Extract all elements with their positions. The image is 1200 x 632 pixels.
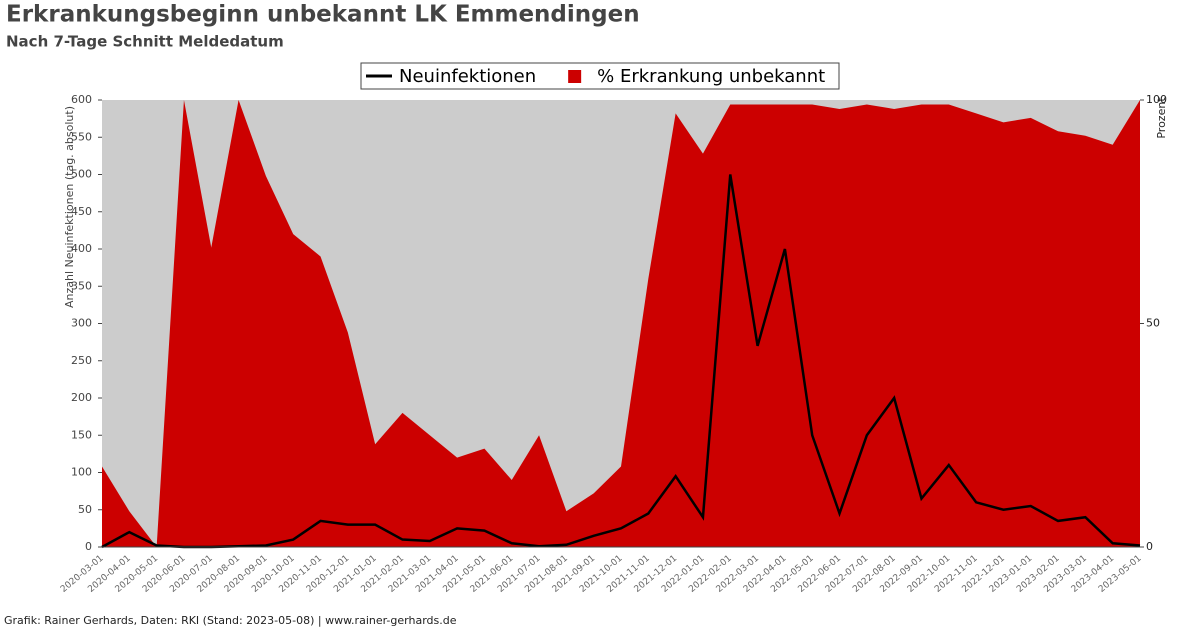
y-tick-label: 350 [71,279,92,292]
chart-title: Erkrankungsbeginn unbekannt LK Emmending… [6,2,640,28]
legend-swatch [568,70,582,83]
y2-tick-label: 0 [1146,540,1153,553]
y-axis-label: Anzahl Neuinfektionen (tag. absolut) [63,106,76,308]
y-tick-label: 0 [85,540,92,553]
y2-tick-label: 100 [1146,93,1167,106]
line [101,174,1141,549]
y-tick-label: 150 [71,428,92,441]
y-tick-label: 50 [78,503,92,516]
y2-tick-label: 50 [1146,317,1160,330]
y-tick-label: 300 [71,317,92,330]
footer: Grafik: Rainer Gerhards, Daten: RKI (Sta… [4,614,457,627]
y-tick-label: 600 [71,93,92,106]
chart-subtitle: Nach 7-Tage Schnitt Meldedatum [6,33,284,51]
y-tick-label: 200 [71,391,92,404]
legend-label: % Erkrankung unbekannt [597,66,825,87]
y-tick-label: 100 [71,466,92,479]
area [102,100,1140,547]
y-tick-label: 450 [71,205,92,218]
y-tick-label: 250 [71,354,92,367]
legend: Neuinfektionen % Erkrankung unbekannt [360,62,840,90]
y-tick-label: 500 [71,168,92,181]
y2-axis-label: Prozent [1155,97,1168,139]
legend-box [360,62,840,90]
y-tick-label: 550 [71,130,92,143]
legend-label: Neuinfektionen [399,66,536,87]
y-tick-label: 400 [71,242,92,255]
